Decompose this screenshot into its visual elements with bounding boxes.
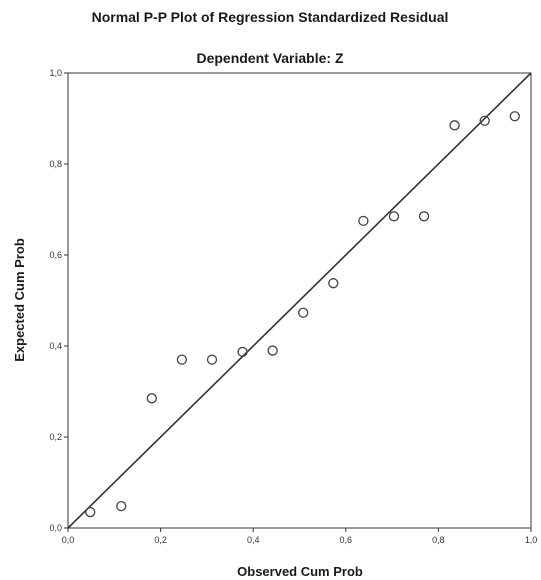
x-tick-label: 1,0 xyxy=(525,535,538,545)
data-point xyxy=(418,211,430,222)
reference-line xyxy=(67,72,532,529)
data-point xyxy=(116,501,127,512)
y-axis-label: Expected Cum Prob xyxy=(12,238,27,362)
chart-subtitle: Dependent Variable: Z xyxy=(196,50,343,66)
chart-title: Normal P-P Plot of Regression Standardiz… xyxy=(92,9,449,25)
data-point xyxy=(479,115,490,126)
plot-frame xyxy=(67,72,532,529)
y-tick-label: 1,0 xyxy=(49,68,62,78)
data-point xyxy=(267,345,278,356)
y-tick-label: 0,4 xyxy=(49,341,62,351)
data-point xyxy=(328,278,339,289)
y-tick-label: 0,6 xyxy=(49,250,62,260)
data-point xyxy=(85,506,96,518)
data-point xyxy=(146,393,157,404)
x-axis-label: Observed Cum Prob xyxy=(237,564,363,579)
data-point xyxy=(206,354,218,365)
data-point xyxy=(509,111,520,122)
data-point xyxy=(237,346,248,358)
data-point xyxy=(388,211,400,222)
data-point xyxy=(176,354,188,365)
data-point xyxy=(298,307,309,318)
data-point xyxy=(358,215,369,227)
x-tick-label: 0,6 xyxy=(340,535,353,545)
y-tick-label: 0,2 xyxy=(49,432,62,442)
x-tick-label: 0,0 xyxy=(62,535,75,545)
x-tick-label: 0,4 xyxy=(247,535,260,545)
y-tick-label: 0,0 xyxy=(49,523,62,533)
y-tick-label: 0,8 xyxy=(49,159,62,169)
x-tick-label: 0,2 xyxy=(154,535,167,545)
plot-area: 0,0 0,2 0,4 0,6 0,8 1,0 0,0 0,2 0,4 0,6 0,8 1,0 xyxy=(49,68,537,545)
x-tick-label: 0,8 xyxy=(432,535,445,545)
data-point xyxy=(449,120,460,131)
